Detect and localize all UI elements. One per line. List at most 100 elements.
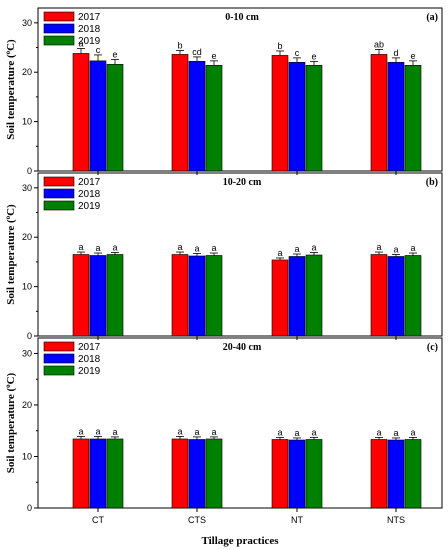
significance-letter: a <box>410 427 415 437</box>
significance-letter: cd <box>192 47 202 57</box>
significance-letter: e <box>112 49 117 59</box>
significance-letter: a <box>294 428 299 438</box>
significance-letter: a <box>393 245 398 255</box>
panel-2: 0 10 20 30 Soil temperature (oC) 10-20 cm (b) 2… <box>4 172 443 341</box>
legend-swatch-2017 <box>43 176 75 187</box>
significance-letter: a <box>112 427 117 437</box>
y-tick-label: 20 <box>22 400 32 410</box>
x-tick-label: CT <box>92 515 104 525</box>
legend-label-2019: 2019 <box>78 366 101 377</box>
plot-frame <box>37 7 443 172</box>
legend-swatch-2018 <box>43 23 75 34</box>
y-axis-label: Soil temperature (oC) <box>4 204 17 305</box>
legend-label-2019: 2019 <box>78 201 101 212</box>
significance-letter: e <box>211 51 216 61</box>
y-axis-label: Soil temperature (oC) <box>4 372 17 473</box>
bar-CTS-2018 <box>188 439 206 509</box>
bar-CTS-2019 <box>205 438 223 509</box>
y-tick-label: 30 <box>22 348 32 358</box>
significance-letter: c <box>96 45 101 55</box>
significance-letter: a <box>311 243 316 253</box>
legend-swatch-2018 <box>43 188 75 199</box>
significance-letter: a <box>277 427 282 437</box>
significance-letter: a <box>410 243 415 253</box>
bar-NTS-2019 <box>404 64 422 172</box>
legend-swatch-2017 <box>43 341 75 352</box>
panel-1: 0 10 20 30 Soil temperature (oC) 0-10 cm (a) 20… <box>4 7 443 176</box>
significance-letter: a <box>78 242 83 252</box>
bar-CTS-2019 <box>205 64 223 172</box>
panel-title: 20-40 cm <box>223 342 262 353</box>
bar-NTS-2019 <box>404 439 422 509</box>
significance-letter: b <box>277 41 282 51</box>
panel-title: 10-20 cm <box>223 177 262 188</box>
y-tick-label: 0 <box>27 331 32 341</box>
bar-CTS-2017 <box>171 438 189 509</box>
significance-letter: a <box>177 242 182 252</box>
significance-letter: a <box>95 243 100 253</box>
legend-label-2019: 2019 <box>78 36 101 47</box>
bar-NT-2017 <box>271 55 289 172</box>
y-tick-label: 30 <box>22 18 32 28</box>
bar-CTS-2017 <box>171 54 189 172</box>
x-tick-label: NTS <box>387 515 405 525</box>
significance-letter: e <box>410 51 415 61</box>
significance-letter: a <box>177 426 182 436</box>
bar-CTS-2017 <box>171 254 189 337</box>
significance-letter: a <box>277 248 282 258</box>
significance-letter: a <box>211 427 216 437</box>
x-axis-label: Tillage practices <box>201 535 279 547</box>
y-tick-label: 20 <box>22 232 32 242</box>
panel-title: 0-10 cm <box>225 12 259 23</box>
bar-CTS-2018 <box>188 255 206 337</box>
bar-CT-2017 <box>72 438 90 509</box>
plot-frame <box>37 172 443 337</box>
x-tick-label: NT <box>291 515 303 525</box>
bar-NT-2018 <box>288 256 306 337</box>
significance-letter: a <box>95 426 100 436</box>
bar-NT-2018 <box>288 439 306 509</box>
significance-letter: a <box>376 427 381 437</box>
significance-letter: a <box>112 243 117 253</box>
bar-NTS-2017 <box>370 439 388 509</box>
significance-letter: a <box>78 426 83 436</box>
significance-letter: e <box>311 51 316 61</box>
legend-label-2017: 2017 <box>78 342 101 353</box>
bar-NT-2017 <box>271 439 289 509</box>
y-tick-label: 10 <box>22 282 32 292</box>
significance-letter: a <box>194 427 199 437</box>
bar-CT-2018 <box>89 255 107 337</box>
legend-label-2017: 2017 <box>78 12 101 23</box>
significance-letter: a <box>78 39 83 49</box>
significance-letter: a <box>294 244 299 254</box>
significance-letter: a <box>311 427 316 437</box>
y-tick-label: 0 <box>27 166 32 176</box>
bar-CT-2017 <box>72 254 90 337</box>
bar-NTS-2018 <box>387 439 405 509</box>
bar-NT-2018 <box>288 62 306 172</box>
y-tick-label: 10 <box>22 117 32 127</box>
legend-swatch-2019 <box>43 35 75 46</box>
y-tick-label: 0 <box>27 503 32 513</box>
y-tick-label: 20 <box>22 67 32 77</box>
bar-CT-2019 <box>106 64 124 172</box>
bar-CT-2018 <box>89 438 107 509</box>
significance-letter: a <box>194 244 199 254</box>
bar-CTS-2018 <box>188 61 206 172</box>
bar-CT-2019 <box>106 438 124 509</box>
y-tick-label: 30 <box>22 183 32 193</box>
significance-letter: a <box>376 242 381 252</box>
bar-NT-2019 <box>305 254 323 337</box>
plot-frame <box>37 337 443 509</box>
bar-CT-2019 <box>106 254 124 337</box>
panel-label: (a) <box>426 12 438 23</box>
bar-CT-2018 <box>89 60 107 172</box>
legend-swatch-2019 <box>43 200 75 211</box>
y-tick-label: 10 <box>22 451 32 461</box>
panel-label: (b) <box>426 177 438 188</box>
bar-NTS-2018 <box>387 256 405 337</box>
bar-NTS-2019 <box>404 255 422 337</box>
legend-label-2018: 2018 <box>78 24 101 35</box>
y-axis-label: Soil temperature (oC) <box>4 39 17 140</box>
